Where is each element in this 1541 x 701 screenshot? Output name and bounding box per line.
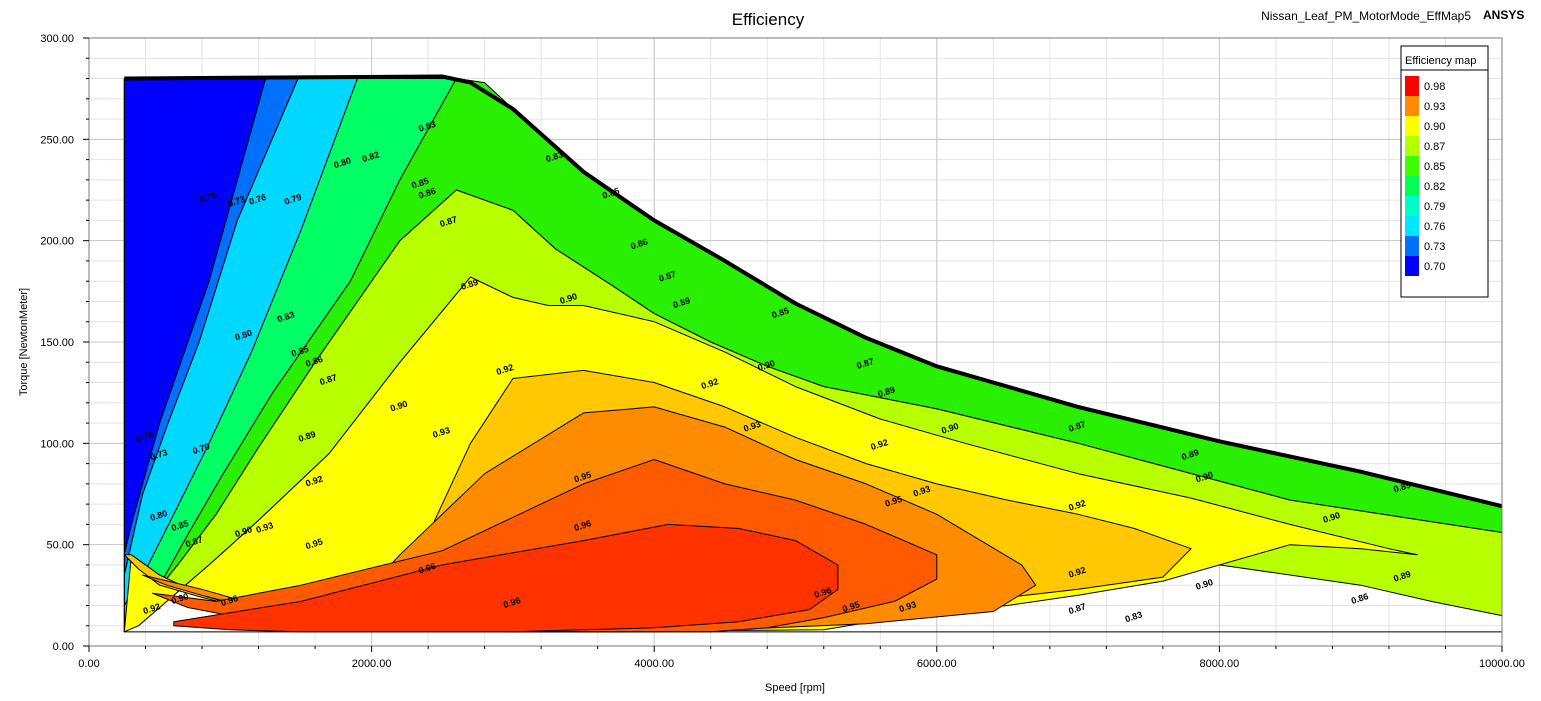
x-tick-label: 0.00	[78, 658, 99, 670]
legend-swatch	[1405, 116, 1419, 136]
y-axis: 0.00 50.00 100.00 150.00 200.00 250.00 300.00	[40, 33, 89, 653]
x-tick-label: 8000.00	[1200, 658, 1240, 670]
legend-title: Efficiency map	[1405, 55, 1476, 67]
y-tick-label: 200.00	[40, 236, 74, 248]
legend-swatch	[1405, 156, 1419, 176]
legend-swatch	[1405, 216, 1419, 236]
x-tick-label: 4000.00	[634, 658, 674, 670]
chart-title: Efficiency	[732, 10, 805, 29]
x-tick-label: 6000.00	[917, 658, 957, 670]
efficiency-regions	[123, 78, 1502, 633]
legend: Efficiency map 0.98 0.93 0.90 0.87 0.85 0.82 0…	[1400, 45, 1489, 298]
x-tick-label: 10000.00	[1479, 658, 1525, 670]
torque-envelope	[123, 74, 1502, 633]
legend-swatch	[1405, 236, 1419, 256]
ansys-brand: ANSYS	[1483, 8, 1524, 22]
y-tick-label: 300.00	[40, 33, 74, 45]
y-tick-label: 150.00	[40, 337, 74, 349]
legend-swatch	[1405, 96, 1419, 116]
legend-swatch	[1405, 196, 1419, 216]
legend-swatch	[1405, 256, 1419, 276]
max-torque-curve	[124, 74, 1502, 509]
legend-swatch	[1405, 76, 1419, 96]
y-tick-label: 0.00	[53, 641, 74, 653]
y-tick-label: 50.00	[46, 540, 74, 552]
design-name: Nissan_Leaf_PM_MotorMode_EffMap5	[1261, 9, 1471, 23]
x-axis: 0.00 2000.00 4000.00 6000.00 8000.00 10000.00	[78, 646, 1525, 670]
y-axis-label: Torque [NewtonMeter]	[18, 288, 30, 396]
legend-label: 0.79	[1424, 201, 1445, 213]
legend-label: 0.82	[1424, 181, 1445, 193]
x-axis-label: Speed [rpm]	[765, 682, 825, 694]
legend-label: 0.87	[1424, 141, 1445, 153]
y-tick-label: 100.00	[40, 438, 74, 450]
legend-swatch	[1405, 136, 1419, 156]
legend-label: 0.90	[1424, 121, 1445, 133]
legend-label: 0.73	[1424, 241, 1445, 253]
legend-label: 0.70	[1424, 261, 1445, 273]
x-tick-label: 2000.00	[352, 658, 392, 670]
legend-label: 0.76	[1424, 221, 1445, 233]
legend-label: 0.93	[1424, 101, 1445, 113]
legend-label: 0.98	[1424, 81, 1445, 93]
legend-swatch	[1405, 176, 1419, 196]
y-tick-label: 250.00	[40, 134, 74, 146]
legend-label: 0.85	[1424, 161, 1445, 173]
